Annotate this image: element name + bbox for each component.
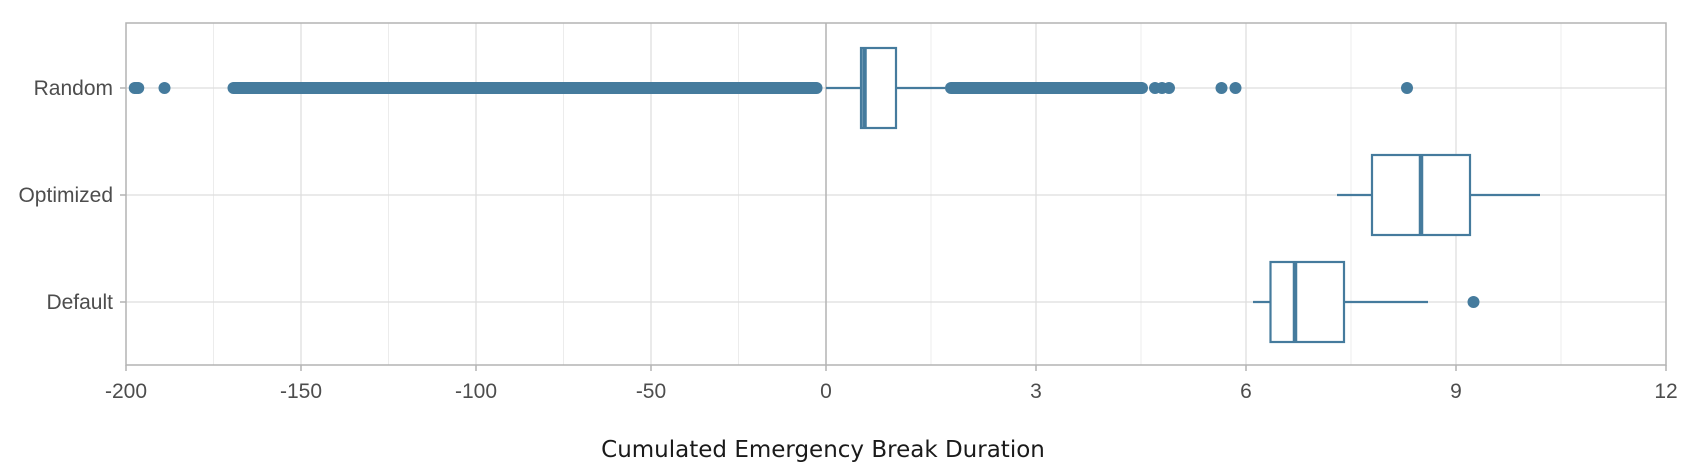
x-tick-label: -100: [455, 380, 497, 403]
x-tick-label: 9: [1450, 380, 1462, 403]
plot-border: [125, 22, 1667, 366]
box-optimized: [1337, 153, 1540, 237]
outlier-point: [132, 82, 145, 94]
outlier-cluster: [945, 82, 1148, 94]
outlier-point: [1215, 82, 1228, 94]
x-tick-label: -150: [280, 380, 322, 403]
outlier-point: [1467, 296, 1480, 308]
box-default: [1253, 260, 1480, 344]
x-axis-title: Cumulated Emergency Break Duration: [601, 437, 1045, 463]
iqr-box: [859, 46, 898, 130]
x-tick-label: 3: [1030, 380, 1042, 403]
box-random: [128, 46, 1413, 130]
x-tick-label: 6: [1240, 380, 1252, 403]
outlier-point: [1401, 82, 1413, 94]
outlier-point: [158, 82, 171, 94]
x-tick-label: -200: [105, 380, 147, 403]
x-tick-label: 12: [1654, 380, 1677, 403]
box-marks: [128, 46, 1540, 344]
outlier-point: [1229, 82, 1242, 94]
category-label: Optimized: [18, 184, 113, 207]
x-tick-label: 0: [820, 380, 832, 403]
x-tick-labels: -200 -150 -100 -50 0 3 6 9 12: [105, 365, 1678, 403]
outlier-cluster: [227, 82, 823, 94]
iqr-box: [1269, 260, 1346, 344]
outlier-point: [1163, 82, 1175, 94]
category-label: Default: [46, 291, 113, 314]
x-tick-label: -50: [636, 380, 666, 403]
category-labels: Random Optimized Default: [18, 77, 126, 314]
category-label: Random: [34, 77, 113, 100]
